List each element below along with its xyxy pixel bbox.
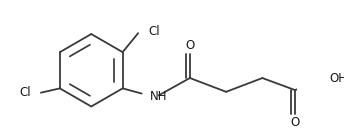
Text: Cl: Cl: [19, 86, 31, 99]
Text: Cl: Cl: [149, 25, 160, 38]
Text: OH: OH: [330, 71, 344, 84]
Text: O: O: [185, 39, 194, 52]
Text: O: O: [290, 116, 300, 129]
Text: NH: NH: [150, 91, 168, 104]
